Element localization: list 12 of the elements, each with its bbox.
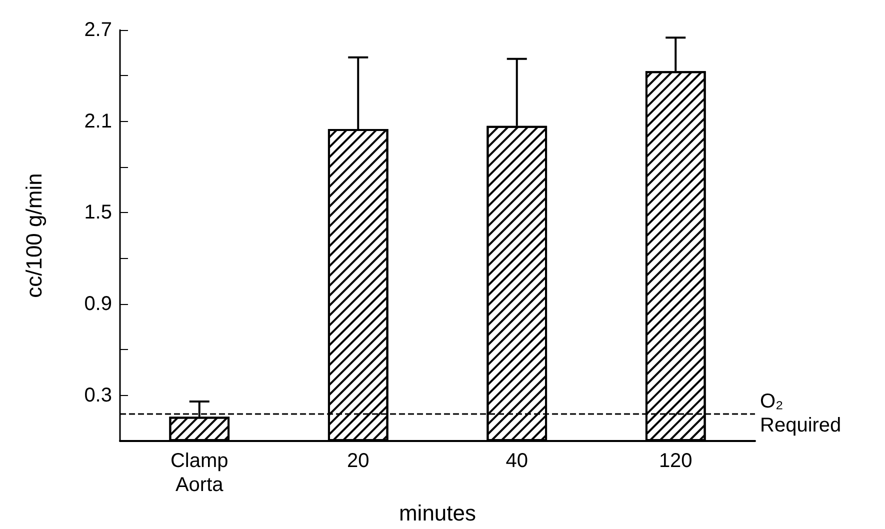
x-tick-label: 20 — [347, 450, 370, 472]
x-tick-label: 40 — [506, 450, 528, 472]
y-tick-label: 0.3 — [84, 384, 112, 406]
x-tick-label: Clamp Aorta — [170, 450, 228, 496]
y-tick-label: 0.9 — [84, 293, 112, 316]
y-tick-label: 2.7 — [84, 19, 112, 41]
x-tick-label: 120 — [658, 450, 692, 472]
y-tick-label: 2.1 — [84, 110, 112, 132]
x-axis-title: minutes — [398, 500, 476, 526]
y-tick-label: 1.5 — [84, 202, 112, 224]
ref-line-label: O₂ Required — [760, 390, 842, 437]
y-axis-title: cc/100 g/min — [22, 173, 46, 298]
